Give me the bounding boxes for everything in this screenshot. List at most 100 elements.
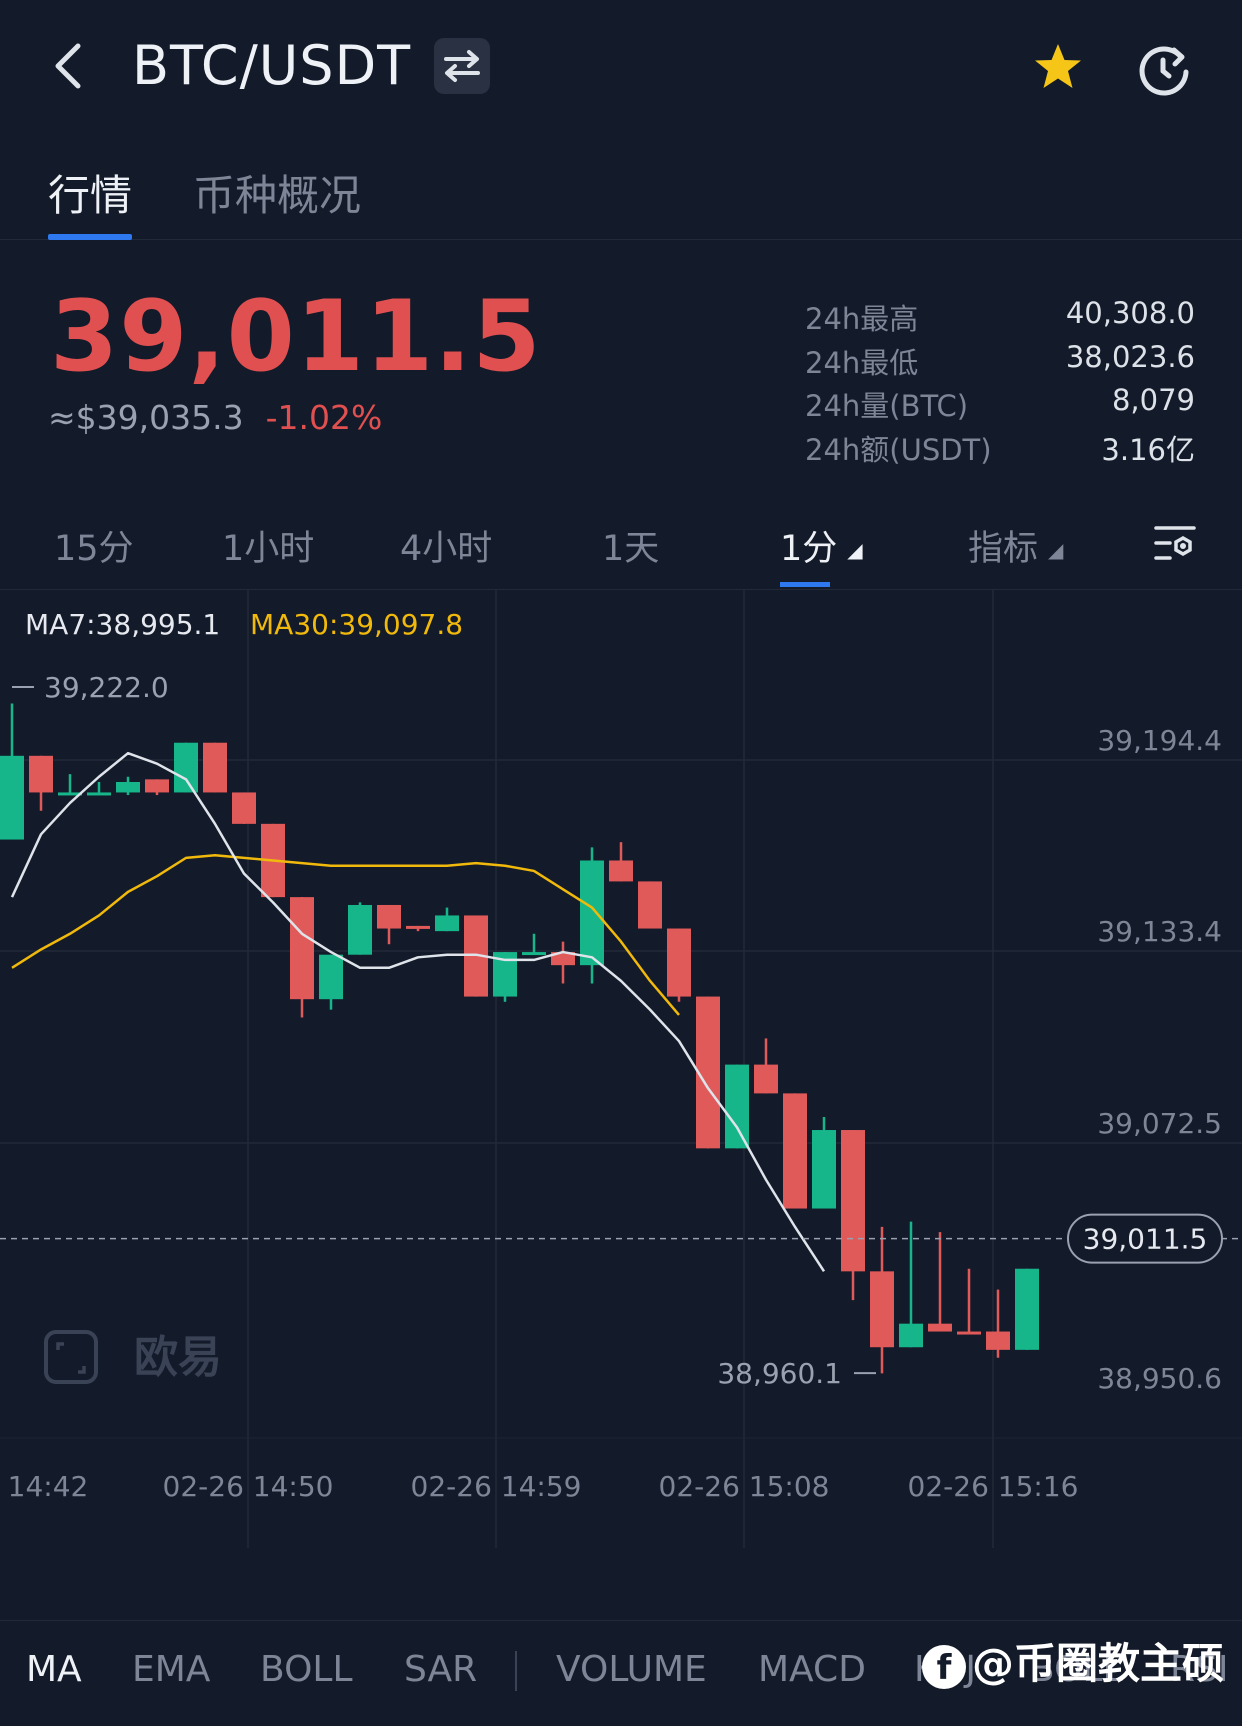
last-price: 39,011.5 (50, 280, 542, 394)
candle-body (0, 755, 24, 840)
candle-body (783, 1093, 807, 1209)
stat-value: 3.16亿 (1101, 432, 1195, 467)
candle-body (841, 1130, 865, 1272)
interval-15m[interactable]: 15分 (54, 529, 134, 569)
active-interval-indicator (780, 582, 830, 587)
stat-label: 24h量(BTC) (805, 389, 969, 423)
candle-body (870, 1271, 894, 1348)
x-tick-label: 02-26 14:50 (163, 1470, 334, 1503)
candle-body (377, 904, 401, 929)
candle-body (812, 1130, 836, 1209)
stat-turnover-usdt: 24h额(USDT) 3.16亿 (805, 427, 1195, 471)
indicator-ma[interactable]: MA (26, 1649, 82, 1690)
candle-body (203, 742, 227, 793)
candle-body (87, 792, 111, 796)
interval-1m-label: 1分 (780, 529, 838, 569)
candle-body (435, 915, 459, 932)
interval-1d[interactable]: 1天 (602, 529, 660, 569)
price-subline: ≈$39,035.3 -1.02% (48, 398, 382, 437)
candle-body (522, 952, 546, 956)
stat-label: 24h最低 (805, 345, 919, 380)
x-tick-label: 02-26 15:08 (659, 1470, 830, 1503)
favorite-star-icon[interactable] (1028, 38, 1088, 98)
chart-settings-icon[interactable] (1152, 520, 1198, 566)
candle-body (1015, 1268, 1039, 1350)
chart-canvas[interactable]: 39,194.4 39,133.4 39,072.5 38,950.6 39,011.5… (0, 590, 1242, 1548)
refresh-icon[interactable] (1134, 38, 1194, 98)
indicator-boll-2[interactable]: BOLL (1030, 1649, 1123, 1690)
stat-label: 24h最高 (805, 302, 919, 336)
back-arrow-icon[interactable] (48, 40, 92, 92)
indicator-divider (515, 1651, 517, 1691)
candle-body (319, 954, 343, 1000)
candle-body (725, 1064, 749, 1149)
candle-body (29, 755, 53, 793)
ma30-line (11, 854, 680, 1016)
indicator-boll[interactable]: BOLL (260, 1649, 353, 1690)
stats-panel: 24h最高 40,308.0 24h最低 38,023.6 24h量(BTC) … (805, 296, 1195, 470)
interval-1m[interactable]: 1分 ◢ (780, 520, 863, 571)
candle-body (899, 1323, 923, 1348)
indicator-volume[interactable]: VOLUME (556, 1649, 707, 1690)
candle-body (986, 1331, 1010, 1350)
indicator-menu-label: 指标 (968, 529, 1039, 569)
candle-body (580, 860, 604, 966)
indicator-rsi[interactable]: RSI (1170, 1649, 1229, 1690)
indicator-menu[interactable]: 指标 ◢ (968, 520, 1063, 571)
candle-body (928, 1323, 952, 1332)
candle-body (116, 781, 140, 793)
x-tick-label: 02-26 15:16 (908, 1470, 1079, 1503)
watermark-text: @币圈教主硕 (972, 1639, 1225, 1688)
stat-value: 8,079 (1111, 383, 1195, 417)
tab-coin-overview[interactable]: 币种概况 (193, 171, 362, 220)
last-price-tag (1067, 1213, 1223, 1264)
candlestick-chart[interactable]: 39,194.4 39,133.4 39,072.5 38,950.6 39,011.5… (0, 590, 1242, 1548)
dropdown-triangle-icon: ◢ (1048, 538, 1064, 562)
y-tick-label: 39,072.5 (1097, 1107, 1222, 1140)
ma30-legend: MA30:39,097.8 (250, 608, 464, 641)
candle-body (145, 779, 169, 793)
y-tick-label: 39,133.4 (1097, 915, 1222, 948)
fullscreen-icon (56, 1342, 64, 1350)
ma7-legend: MA7:38,995.1 (25, 608, 221, 641)
indicator-sar[interactable]: SAR (404, 1649, 478, 1690)
ma7-line (10, 751, 826, 1273)
stat-value: 40,308.0 (1065, 296, 1195, 330)
candle-body (609, 860, 633, 882)
stat-label: 24h额(USDT) (805, 432, 992, 467)
page-tabs: 行情 币种概况 (0, 150, 1242, 240)
stat-high: 24h最高 40,308.0 (805, 296, 1195, 340)
candle-body (290, 897, 314, 1000)
candle-body (232, 792, 256, 824)
fullscreen-icon (44, 1330, 98, 1384)
high-marker-label: 39,222.0 (44, 671, 169, 704)
interval-1h[interactable]: 1小时 (222, 529, 315, 569)
x-tick-label: 14:42 (8, 1470, 89, 1503)
indicator-ema[interactable]: EMA (132, 1649, 211, 1690)
candle-body (406, 925, 430, 929)
candle-body (754, 1064, 778, 1094)
stat-value: 38,023.6 (1065, 339, 1195, 374)
tab-market[interactable]: 行情 (48, 171, 133, 220)
fullscreen-icon (78, 1366, 86, 1374)
active-tab-indicator (48, 234, 132, 240)
candle-body (667, 928, 691, 997)
candle-body (174, 742, 198, 793)
pair-title[interactable]: BTC/USDT (132, 34, 412, 97)
candle-body (551, 952, 575, 966)
dropdown-triangle-icon: ◢ (847, 538, 863, 562)
candle-body (638, 881, 662, 929)
indicator-macd[interactable]: MACD (758, 1649, 866, 1690)
stat-volume-btc: 24h量(BTC) 8,079 (805, 383, 1195, 427)
candle-body (957, 1331, 981, 1335)
interval-4h[interactable]: 4小时 (400, 529, 493, 569)
watermark-logo-icon: f (922, 1644, 966, 1689)
top-bar: BTC/USDT (0, 0, 1242, 135)
brand-overlay: 欧易 (134, 1332, 222, 1383)
swap-icon[interactable] (434, 38, 490, 94)
stat-low: 24h最低 38,023.6 (805, 340, 1195, 384)
price-change-percent: -1.02% (265, 398, 383, 437)
x-tick-label: 02-26 14:59 (411, 1470, 582, 1503)
last-price-tag-label: 39,011.5 (1083, 1223, 1208, 1256)
candle-body (58, 792, 82, 796)
